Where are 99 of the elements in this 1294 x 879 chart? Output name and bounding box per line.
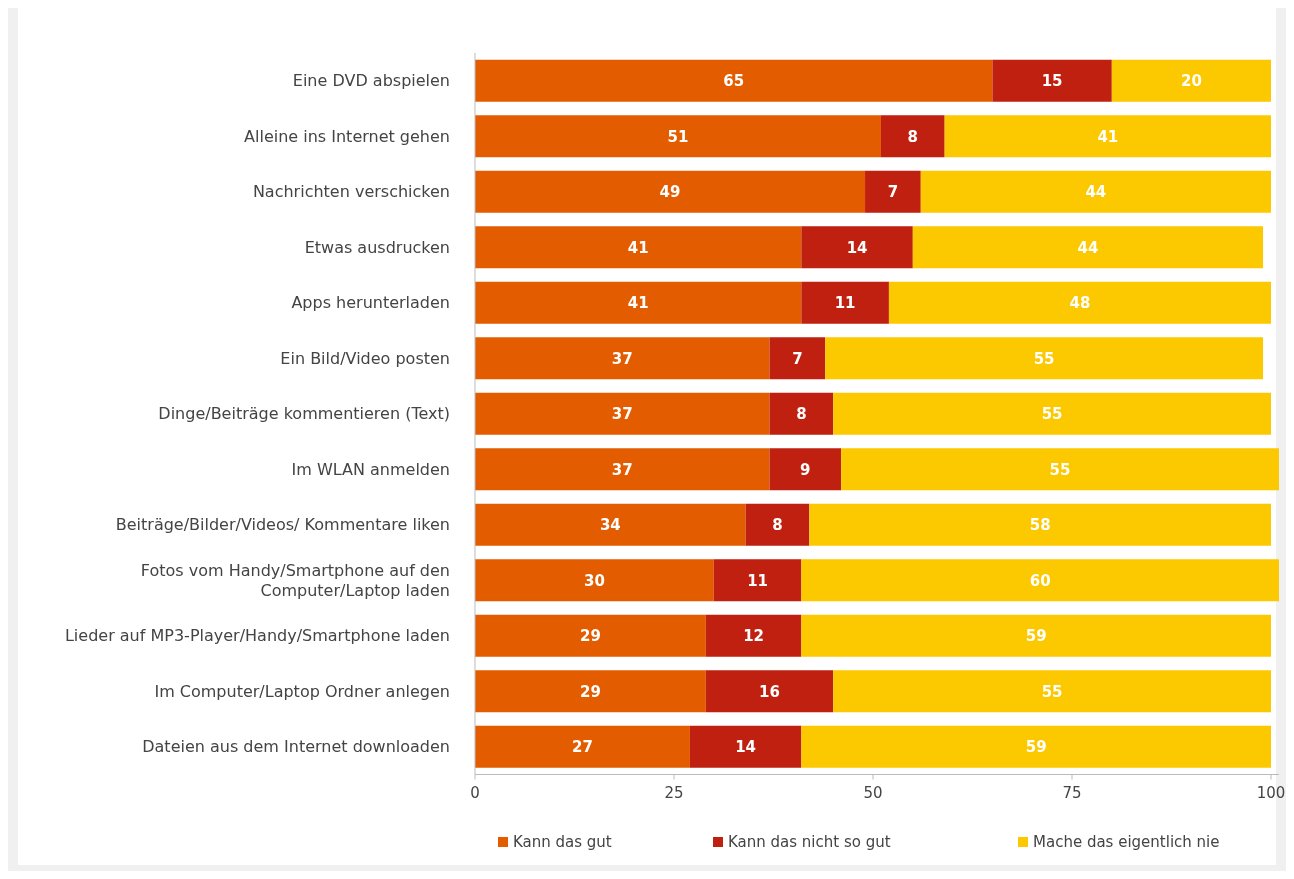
data-label: 55 — [1049, 460, 1071, 479]
bar — [801, 614, 1271, 657]
bar — [944, 115, 1271, 158]
data-label: 49 — [659, 183, 681, 201]
bar — [475, 337, 770, 380]
bar — [809, 503, 1271, 546]
data-label: 37 — [611, 405, 633, 423]
data-label: 7 — [887, 183, 899, 201]
y-tick-label: Etwas ausdrucken — [304, 237, 450, 257]
bar — [769, 392, 834, 435]
y-tick-label: Dinge/Beiträge kommentieren (Text) — [158, 404, 450, 424]
x-tick-label: 25 — [664, 783, 684, 802]
data-label: 60 — [1029, 571, 1051, 590]
data-label: 55 — [1033, 349, 1055, 368]
data-label: 65 — [723, 72, 745, 90]
data-label: 14 — [846, 238, 868, 257]
bar — [920, 170, 1271, 213]
data-label: 37 — [611, 460, 633, 479]
data-label: 15 — [1041, 72, 1063, 90]
bar — [769, 448, 842, 491]
legend-label: Mache das eigentlich nie — [1033, 833, 1220, 852]
bar — [689, 725, 802, 768]
data-label: 8 — [772, 516, 783, 534]
x-tick-label: 75 — [1062, 783, 1082, 802]
bar — [992, 59, 1112, 102]
data-label: 20 — [1180, 72, 1202, 90]
data-label: 51 — [667, 127, 689, 146]
bar — [865, 170, 921, 213]
data-label: 9 — [800, 460, 811, 479]
data-label: 27 — [572, 738, 593, 756]
bar — [713, 559, 802, 602]
data-label: 11 — [747, 571, 769, 590]
bar — [880, 115, 945, 158]
data-label: 58 — [1029, 516, 1051, 534]
y-tick-label: Nachrichten verschicken — [252, 182, 450, 202]
bar — [475, 115, 881, 158]
bar — [705, 614, 802, 657]
data-label: 55 — [1041, 682, 1063, 701]
y-tick-label: Ein Bild/Video posten — [280, 348, 450, 368]
y-tick-label: Im Computer/Laptop Ordner anlegen — [154, 681, 450, 701]
bar — [912, 226, 1264, 269]
bar — [888, 281, 1271, 324]
data-label: 29 — [579, 627, 601, 645]
y-tick-label: Eine DVD abspielen — [292, 71, 450, 91]
bar — [1111, 59, 1271, 102]
data-label: 30 — [583, 571, 605, 590]
data-label: 37 — [611, 349, 633, 368]
bar — [475, 226, 802, 269]
bar — [475, 614, 706, 657]
bar — [841, 448, 1279, 491]
bar — [475, 503, 746, 546]
data-label: 8 — [907, 127, 919, 146]
bar — [801, 281, 889, 324]
data-label: 12 — [743, 627, 765, 645]
bar — [475, 281, 802, 324]
data-label: 34 — [599, 516, 621, 534]
bar — [475, 725, 690, 768]
data-label: 59 — [1025, 627, 1047, 645]
data-label: 11 — [834, 294, 856, 312]
data-label: 41 — [627, 294, 649, 312]
x-tick-label: 100 — [1256, 783, 1286, 802]
bar — [475, 670, 706, 713]
data-label: 41 — [1097, 127, 1119, 146]
y-tick-label: Beiträge/Bilder/Videos/ Kommentare liken — [115, 515, 450, 535]
data-label: 14 — [735, 738, 757, 756]
y-tick-label: Apps herunterladen — [291, 293, 450, 313]
data-label: 48 — [1069, 294, 1091, 312]
bar — [801, 725, 1271, 768]
bar — [475, 559, 714, 602]
y-tick-label: Alleine ins Internet gehen — [244, 126, 450, 146]
bar — [801, 559, 1279, 602]
data-label: 44 — [1077, 238, 1099, 257]
y-tick-label: Lieder auf MP3-Player/Handy/Smartphone laden — [64, 626, 450, 646]
bar — [475, 170, 866, 213]
data-label: 41 — [627, 238, 649, 257]
data-label: 8 — [796, 405, 807, 423]
data-label: 16 — [759, 682, 780, 701]
legend-label: Kann das nicht so gut — [728, 833, 891, 852]
bar — [825, 337, 1264, 380]
bar — [769, 337, 826, 380]
bar — [833, 392, 1271, 435]
y-tick-label: Fotos vom Handy/Smartphone auf den Computer/Laptop laden — [140, 560, 450, 600]
data-label: 59 — [1025, 738, 1047, 756]
data-label: 7 — [792, 349, 803, 368]
y-tick-label: Im WLAN anmelden — [291, 459, 450, 479]
y-tick-label: Dateien aus dem Internet downloaden — [142, 737, 450, 757]
bar — [801, 226, 913, 269]
data-label: 44 — [1085, 183, 1107, 201]
legend-label: Kann das gut — [513, 833, 612, 852]
data-label: 29 — [579, 682, 601, 701]
bar — [475, 59, 993, 102]
data-label: 55 — [1041, 405, 1063, 423]
bar — [745, 503, 810, 546]
bar — [705, 670, 834, 713]
x-tick-label: 0 — [470, 783, 480, 802]
bar — [475, 448, 770, 491]
bar — [833, 670, 1271, 713]
bar — [475, 392, 770, 435]
x-tick-label: 50 — [863, 783, 883, 802]
